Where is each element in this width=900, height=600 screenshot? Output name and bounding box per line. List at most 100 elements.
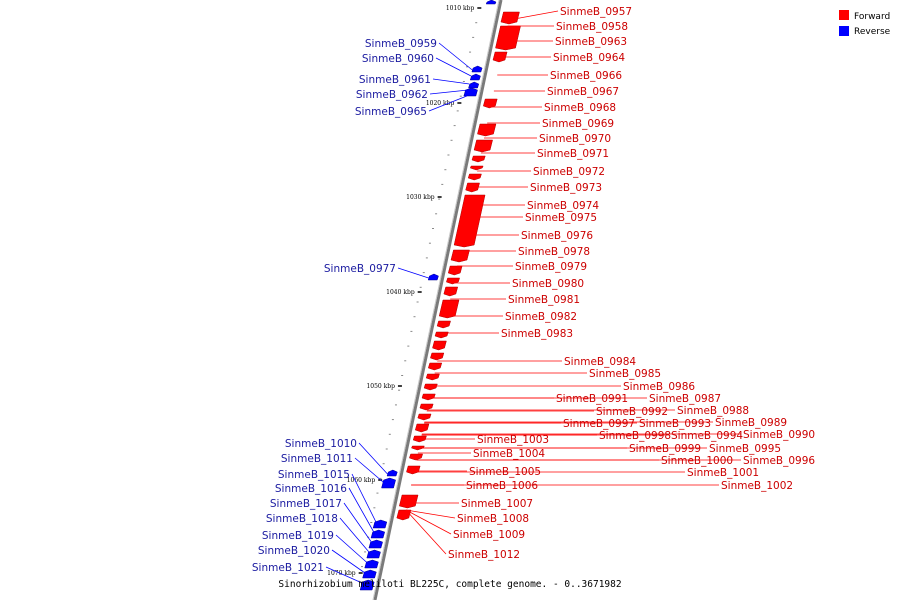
gene-label-forward: SinmeB_1001 — [687, 467, 759, 479]
genome-caption: Sinorhizobium meliloti BL225C, complete … — [278, 579, 621, 590]
gene-label-forward: SinmeB_1006 — [466, 480, 538, 492]
label-leader — [405, 509, 447, 555]
genome-backbone-highlight — [372, 0, 500, 600]
gene-blocks — [359, 0, 521, 591]
gene-label-forward: SinmeB_1007 — [461, 498, 533, 510]
forward-gene-block — [467, 173, 482, 181]
scale-tick-label: 1040 kbp — [386, 289, 415, 296]
forward-gene-block — [411, 445, 425, 451]
reverse-gene-block — [364, 559, 379, 569]
gene-label-forward: SinmeB_0979 — [515, 261, 587, 273]
gene-label-forward: SinmeB_0992 — [596, 406, 668, 418]
forward-gene-block — [430, 352, 445, 361]
gene-label-forward: SinmeB_0957 — [560, 6, 632, 18]
gene-label-reverse: SinmeB_0962 — [356, 89, 428, 101]
gene-label-forward: SinmeB_1012 — [448, 549, 520, 561]
gene-label-forward: SinmeB_0963 — [555, 36, 627, 48]
forward-gene-block — [465, 182, 480, 193]
legend-reverse-label: Reverse — [854, 27, 891, 37]
forward-gene-block — [453, 194, 486, 248]
scale-tick-label: 1060 kbp — [347, 477, 376, 484]
gene-label-reverse: SinmeB_1017 — [270, 498, 342, 510]
gene-label-forward: SinmeB_0958 — [556, 21, 628, 33]
gene-label-reverse: SinmeB_1020 — [258, 545, 330, 557]
gene-label-reverse: SinmeB_0959 — [365, 38, 437, 50]
reverse-gene-block — [370, 529, 386, 539]
gene-label-reverse: SinmeB_1015 — [278, 469, 350, 481]
gene-label-forward: SinmeB_0971 — [537, 148, 609, 160]
gene-label-forward: SinmeB_0975 — [525, 212, 597, 224]
legend-reverse-swatch — [839, 26, 849, 36]
forward-gene-block — [417, 413, 432, 421]
label-leader — [432, 78, 470, 85]
gene-label-forward: SinmeB_0966 — [550, 70, 622, 82]
reverse-gene-block — [359, 579, 375, 591]
gene-label-forward: SinmeB_0993 — [639, 418, 711, 430]
scale-tick-label: 1030 kbp — [406, 194, 435, 201]
forward-gene-block — [471, 155, 486, 163]
forward-gene-block — [427, 362, 443, 371]
gene-label-reverse: SinmeB_1021 — [252, 562, 324, 574]
forward-gene-block — [434, 331, 449, 339]
reverse-gene-block — [468, 81, 480, 89]
label-leader — [428, 95, 467, 112]
gene-label-reverse: SinmeB_0965 — [355, 106, 427, 118]
gene-label-forward: SinmeB_0996 — [743, 455, 815, 467]
reverse-gene-block — [386, 469, 398, 477]
label-leader — [429, 89, 469, 95]
gene-label-forward: SinmeB_1002 — [721, 480, 793, 492]
gene-label-reverse: SinmeB_1016 — [275, 483, 347, 495]
label-leaders — [325, 10, 741, 585]
gene-label-forward: SinmeB_0991 — [556, 393, 628, 405]
forward-gene-block — [477, 123, 497, 137]
gene-label-forward: SinmeB_0990 — [743, 429, 815, 441]
gene-label-forward: SinmeB_1003 — [477, 434, 549, 446]
gene-label-forward: SinmeB_0974 — [527, 200, 599, 212]
gene-label-forward: SinmeB_1004 — [473, 448, 545, 460]
reverse-gene-block — [427, 273, 439, 281]
forward-gene-block — [412, 435, 427, 443]
label-leader — [405, 509, 456, 519]
label-leader — [438, 42, 473, 71]
gene-label-reverse: SinmeB_1019 — [262, 530, 334, 542]
gene-label-forward: SinmeB_0973 — [530, 182, 602, 194]
label-leader — [335, 534, 369, 565]
forward-gene-block — [399, 494, 419, 509]
reverse-gene-block — [381, 477, 396, 489]
genome-backbone — [373, 0, 503, 600]
minor-ticks — [357, 7, 481, 582]
forward-gene-block — [406, 465, 421, 475]
gene-label-forward: SinmeB_0984 — [564, 356, 636, 368]
gene-label-reverse: SinmeB_1011 — [281, 453, 353, 465]
label-leader — [325, 566, 365, 585]
reverse-gene-block — [362, 569, 377, 579]
forward-gene-block — [432, 340, 447, 351]
gene-label-forward: SinmeB_0988 — [677, 405, 749, 417]
gene-label-reverse: SinmeB_0960 — [362, 53, 434, 65]
gene-label-forward: SinmeB_0999 — [629, 443, 701, 455]
reverse-gene-block — [485, 0, 497, 5]
gene-label-forward: SinmeB_0972 — [533, 166, 605, 178]
forward-gene-block — [495, 25, 521, 51]
gene-label-forward: SinmeB_0995 — [709, 443, 781, 455]
label-leader — [354, 457, 386, 485]
gene-label-forward: SinmeB_0983 — [501, 328, 573, 340]
label-leader — [405, 509, 452, 535]
gene-label-forward: SinmeB_0986 — [623, 381, 695, 393]
scale-tick-label: 1010 kbp — [446, 5, 475, 12]
label-leader — [343, 502, 374, 545]
gene-label-forward: SinmeB_0968 — [544, 102, 616, 114]
gene-label-forward: SinmeB_0989 — [715, 417, 787, 429]
label-leader — [339, 517, 371, 555]
gene-label-forward: SinmeB_0997 — [563, 418, 635, 430]
scale-tick-label: 1020 kbp — [426, 100, 455, 107]
gene-label-forward: SinmeB_0981 — [508, 294, 580, 306]
reverse-gene-block — [463, 87, 478, 97]
label-leader — [435, 57, 472, 77]
forward-gene-block — [409, 453, 424, 461]
label-leader — [508, 10, 559, 21]
gene-label-forward: SinmeB_0970 — [539, 133, 611, 145]
label-leader — [397, 267, 429, 279]
forward-gene-block — [423, 383, 438, 391]
